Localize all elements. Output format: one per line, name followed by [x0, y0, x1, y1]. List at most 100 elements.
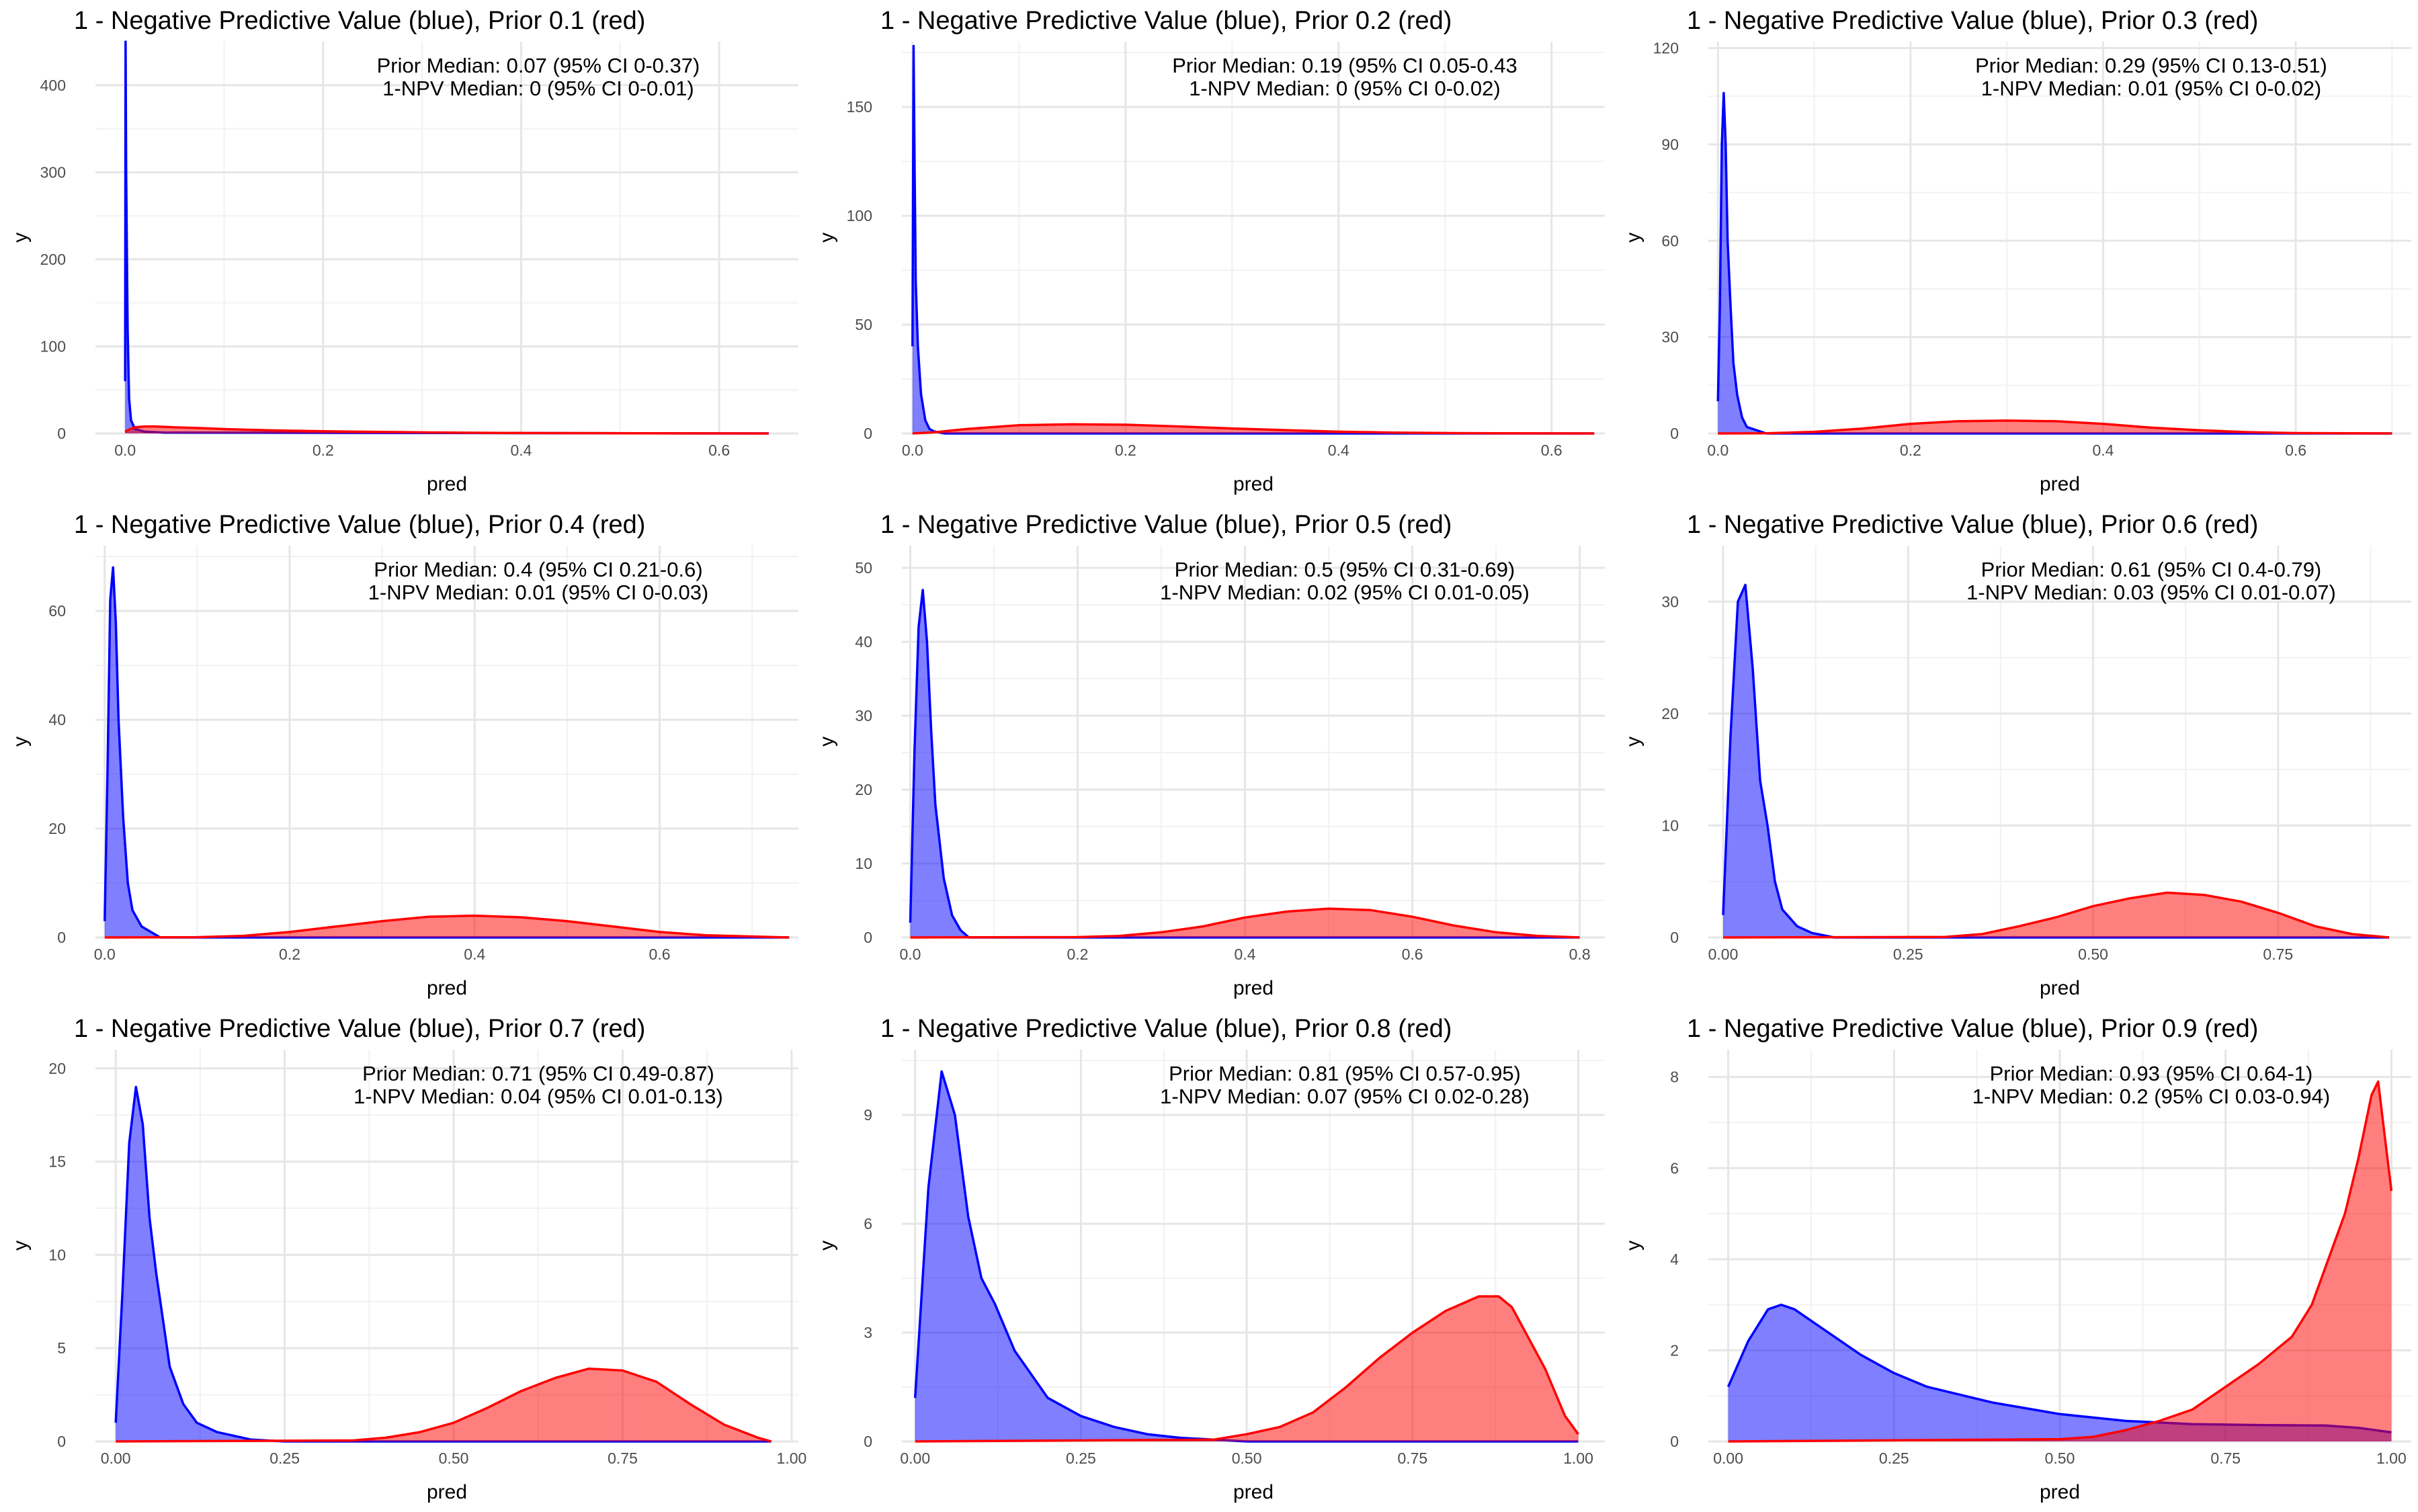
x-tick-label: 0.0 — [114, 442, 136, 459]
x-tick-label: 1.00 — [1563, 1450, 1593, 1467]
x-tick-label: 0.75 — [2263, 946, 2293, 963]
density-area — [1723, 892, 2389, 937]
y-tick-label: 0 — [864, 425, 872, 442]
y-axis-label: y — [9, 233, 32, 243]
annotation-text: 1-NPV Median: 0.01 (95% CI 0-0.02) — [1981, 77, 2322, 100]
x-tick-label: 0.2 — [279, 946, 300, 963]
density-line — [104, 914, 790, 939]
y-tick-label: 0 — [1670, 1433, 1679, 1450]
chart-panel: 0.00 0.25 0.50 0.75 0 10 20 30 1 - Negative Pred… — [1622, 511, 2411, 999]
y-tick-label: 0 — [57, 1433, 66, 1450]
y-tick-label: 0 — [57, 929, 66, 946]
y-tick-label: 20 — [48, 1060, 66, 1077]
chart-title: 1 - Negative Predictive Value (blue), Pr… — [74, 1015, 645, 1043]
x-tick-label: 0.25 — [269, 1450, 300, 1467]
y-tick-label: 200 — [40, 251, 66, 268]
x-tick-label: 0.50 — [439, 1450, 469, 1467]
x-tick-label: 0.0 — [94, 946, 116, 963]
chart-title: 1 - Negative Predictive Value (blue), Pr… — [1687, 511, 2258, 539]
x-axis-label: pred — [427, 977, 467, 999]
chart-panel: 0.0 0.2 0.4 0.6 0 100 200 300 400 1 - Negative Pr… — [9, 7, 798, 495]
y-tick-label: 120 — [1653, 40, 1679, 57]
density-area — [912, 46, 1595, 433]
y-tick-label: 9 — [864, 1106, 872, 1124]
x-tick-label: 0.50 — [2078, 946, 2108, 963]
density-line — [915, 1295, 1579, 1443]
x-tick-label: 0.6 — [708, 442, 730, 459]
density-area — [1728, 1081, 2392, 1441]
y-axis-label: y — [1622, 233, 1644, 243]
y-tick-label: 40 — [855, 633, 872, 650]
x-axis-label: pred — [427, 1481, 467, 1503]
x-tick-label: 0.75 — [608, 1450, 638, 1467]
x-tick-label: 0.75 — [1397, 1450, 1427, 1467]
y-tick-label: 60 — [48, 602, 66, 620]
density-line — [1718, 419, 2392, 435]
density-area — [1718, 420, 2392, 433]
density-line — [913, 1070, 1579, 1443]
annotation-text: Prior Median: 0.29 (95% CI 0.13-0.51) — [1975, 54, 2327, 77]
y-tick-label: 20 — [1661, 705, 1679, 722]
x-tick-label: 0.8 — [1569, 946, 1591, 963]
density-area — [915, 1296, 1579, 1441]
y-axis-label: y — [816, 233, 838, 243]
chart-title: 1 - Negative Predictive Value (blue), Pr… — [880, 511, 1452, 539]
x-axis-label: pred — [1233, 1481, 1274, 1503]
x-tick-label: 0.4 — [511, 442, 532, 459]
y-tick-label: 0 — [864, 929, 872, 946]
annotation-text: Prior Median: 0.07 (95% CI 0-0.37) — [377, 54, 700, 77]
y-tick-label: 30 — [855, 707, 872, 724]
chart-panel: 0.0 0.2 0.4 0.6 0 50 100 150 1 - Negative Predic… — [816, 7, 1605, 495]
density-line — [124, 425, 769, 435]
y-tick-label: 40 — [48, 711, 66, 728]
annotation-text: Prior Median: 0.4 (95% CI 0.21-0.6) — [374, 558, 702, 581]
density-line — [103, 566, 790, 939]
x-tick-label: 0.2 — [1067, 946, 1089, 963]
y-tick-label: 3 — [864, 1324, 872, 1341]
x-axis-label: pred — [1233, 473, 1274, 495]
y-tick-label: 4 — [1670, 1251, 1679, 1268]
y-tick-label: 5 — [57, 1339, 66, 1357]
annotation-text: Prior Median: 0.5 (95% CI 0.31-0.69) — [1175, 558, 1515, 581]
y-tick-label: 6 — [864, 1215, 872, 1232]
density-area — [912, 424, 1595, 433]
y-tick-label: 90 — [1661, 136, 1679, 153]
x-tick-label: 0.00 — [1708, 946, 1739, 963]
x-axis-label: pred — [2040, 977, 2080, 999]
x-axis-label: pred — [1233, 977, 1274, 999]
density-line — [1716, 91, 2392, 435]
x-tick-label: 0.6 — [1402, 946, 1423, 963]
y-tick-label: 100 — [847, 207, 872, 224]
density-area — [915, 1071, 1579, 1441]
x-axis-label: pred — [427, 473, 467, 495]
x-tick-label: 0.0 — [902, 442, 923, 459]
annotation-text: 1-NPV Median: 0.01 (95% CI 0-0.03) — [368, 581, 709, 604]
y-axis-label: y — [9, 1241, 32, 1251]
x-tick-label: 0.2 — [1115, 442, 1136, 459]
y-axis-label: y — [1622, 1241, 1644, 1251]
x-tick-label: 0.00 — [900, 1450, 930, 1467]
density-line — [909, 589, 1580, 939]
annotation-text: Prior Median: 0.93 (95% CI 0.64-1) — [1990, 1062, 2313, 1085]
y-tick-label: 6 — [1670, 1159, 1679, 1177]
density-area — [125, 42, 769, 433]
density-line — [1728, 1080, 2393, 1443]
x-tick-label: 0.0 — [1707, 442, 1728, 459]
x-tick-label: 0.00 — [1713, 1450, 1743, 1467]
y-tick-label: 300 — [40, 163, 66, 181]
density-line — [1722, 891, 2390, 939]
x-tick-label: 0.4 — [464, 946, 485, 963]
annotation-text: Prior Median: 0.81 (95% CI 0.57-0.95) — [1169, 1062, 1521, 1085]
annotation-text: Prior Median: 0.61 (95% CI 0.4-0.79) — [1981, 558, 2322, 581]
y-tick-label: 0 — [864, 1433, 872, 1450]
y-tick-label: 50 — [855, 316, 872, 333]
density-area — [1728, 1304, 2392, 1441]
chart-panel: 0.00 0.25 0.50 0.75 1.00 0 2 4 6 8 1 - Negative Pr… — [1622, 1015, 2411, 1503]
y-tick-label: 50 — [855, 559, 872, 577]
y-tick-label: 400 — [40, 77, 66, 94]
chart-title: 1 - Negative Predictive Value (blue), Pr… — [1687, 1015, 2258, 1043]
y-tick-label: 30 — [1661, 329, 1679, 346]
x-tick-label: 0.4 — [1328, 442, 1349, 459]
y-tick-label: 20 — [48, 820, 66, 837]
